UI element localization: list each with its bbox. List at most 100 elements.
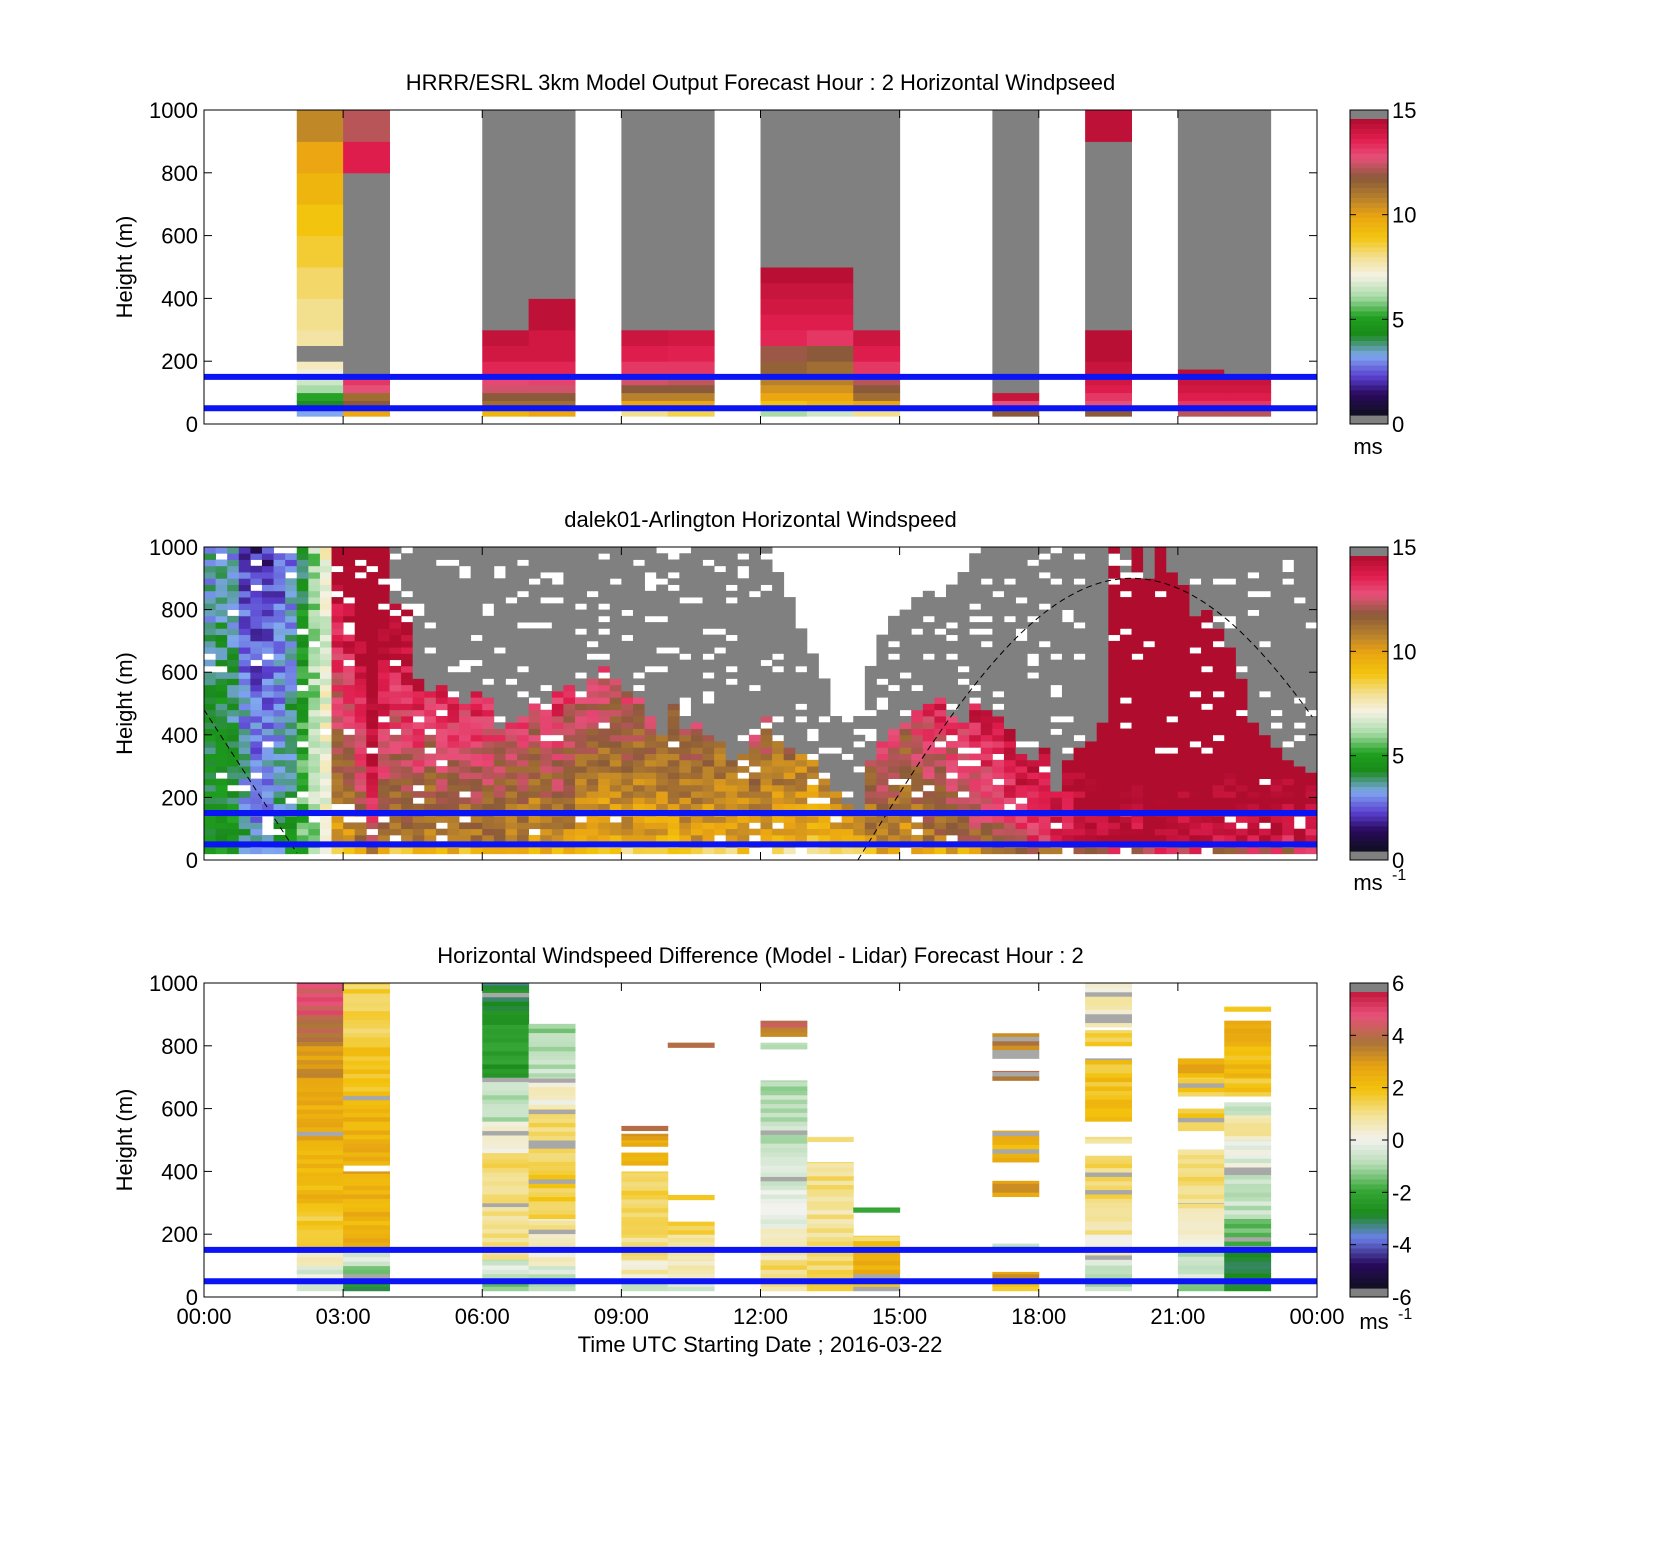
heatmap-cell [343, 1099, 390, 1105]
heatmap-cell [644, 753, 657, 761]
heatmap-cell [922, 753, 935, 761]
heatmap-cell [1154, 603, 1167, 610]
heatmap-cell [1003, 816, 1016, 823]
heatmap-cell [656, 766, 669, 773]
heatmap-cell [667, 634, 680, 642]
heatmap-cell [493, 747, 506, 754]
heatmap-cell [772, 609, 785, 617]
heatmap-cell [876, 828, 889, 836]
heatmap-cells [204, 547, 1318, 855]
heatmap-cell [1166, 565, 1179, 573]
heatmap-cell [551, 816, 564, 823]
heatmap-cell [1189, 791, 1202, 798]
heatmap-cell [575, 759, 587, 767]
heatmap-cell [992, 1192, 1040, 1198]
heatmap-cell [215, 615, 228, 623]
heatmap-cell [551, 547, 564, 554]
heatmap-cell [1247, 628, 1260, 636]
heatmap-cell [1235, 640, 1248, 648]
heatmap-cell [992, 578, 1005, 585]
heatmap-cell [296, 1096, 344, 1101]
heatmap-cell [609, 547, 622, 554]
colorbar-segment [1350, 777, 1388, 783]
heatmap-cell [424, 828, 437, 836]
heatmap-cell [1038, 615, 1051, 623]
heatmap-cell [1119, 741, 1132, 748]
colorbar-segment [1350, 410, 1388, 416]
heatmap-cell [1305, 703, 1318, 711]
heatmap-cell [401, 647, 414, 654]
heatmap-cell [980, 647, 993, 654]
heatmap-cell [227, 803, 240, 811]
heatmap-cell [1061, 672, 1074, 679]
colorbar-segment [1350, 649, 1388, 655]
heatmap-cell [690, 690, 703, 698]
heatmap-cell [598, 759, 611, 767]
heatmap-cell [435, 553, 448, 560]
heatmap-cell [702, 784, 715, 792]
heatmap-cell [482, 653, 495, 661]
heatmap-cell [1212, 572, 1225, 579]
heatmap-cell [540, 772, 553, 780]
heatmap-cell [1003, 784, 1016, 792]
heatmap-cell [250, 647, 263, 654]
heatmap-cell [343, 797, 356, 805]
heatmap-cell [656, 659, 669, 667]
heatmap-cell [760, 1138, 808, 1144]
heatmap-cell [772, 684, 785, 692]
heatmap-cell [621, 1254, 669, 1260]
heatmap-cell [1224, 678, 1237, 686]
heatmap-cell [864, 847, 877, 855]
heatmap-cell [621, 1190, 669, 1196]
heatmap-cell [482, 384, 530, 394]
heatmap-cell [644, 822, 657, 830]
heatmap-cell [528, 1064, 576, 1069]
heatmap-cell [296, 678, 309, 686]
heatmap-cell [818, 741, 831, 748]
heatmap-cell [1131, 722, 1144, 729]
heatmap-cell [1027, 547, 1040, 554]
heatmap-cell [1189, 709, 1202, 717]
heatmap-cell [528, 1218, 576, 1221]
heatmap-cell [1038, 565, 1051, 573]
heatmap-cell [888, 822, 901, 830]
heatmap-cell [714, 741, 727, 748]
heatmap-cell [412, 822, 425, 830]
heatmap-cell [447, 747, 460, 754]
heatmap-cell [1201, 716, 1214, 723]
heatmap-cell [806, 1171, 854, 1177]
heatmap-cell [969, 784, 982, 792]
heatmap-cell [1085, 1264, 1132, 1270]
heatmap-cell [401, 672, 414, 679]
heatmap-cell [760, 110, 808, 268]
heatmap-cell [366, 672, 379, 679]
colorbar-segment [1350, 197, 1388, 204]
heatmap-cell [343, 1129, 390, 1135]
heatmap-cell [772, 803, 785, 811]
heatmap-cell [598, 747, 611, 754]
heatmap-cell [227, 847, 240, 855]
heatmap-cell [1201, 822, 1214, 830]
heatmap-cell [505, 553, 518, 560]
heatmap-cell [331, 728, 344, 736]
heatmap-cell [296, 622, 309, 629]
heatmap-cell [1131, 778, 1144, 786]
heatmap-cell [354, 684, 367, 692]
heatmap-cell [783, 803, 796, 811]
heatmap-cell [586, 703, 599, 711]
heatmap-cell [273, 622, 286, 629]
heatmap-cell [273, 741, 286, 748]
heatmap-cell [401, 559, 414, 567]
heatmap-cell [1270, 634, 1283, 642]
heatmap-cell [1282, 547, 1295, 554]
heatmap-cell [343, 1108, 390, 1113]
heatmap-cell [1027, 565, 1040, 573]
heatmap-cell [482, 996, 530, 1002]
heatmap-cell [227, 547, 240, 554]
heatmap-cell [853, 1273, 901, 1279]
heatmap-cell [772, 640, 785, 648]
heatmap-cell [482, 766, 495, 773]
heatmap-cell [772, 791, 785, 798]
heatmap-cell [1282, 709, 1295, 717]
heatmap-cell [285, 703, 298, 711]
